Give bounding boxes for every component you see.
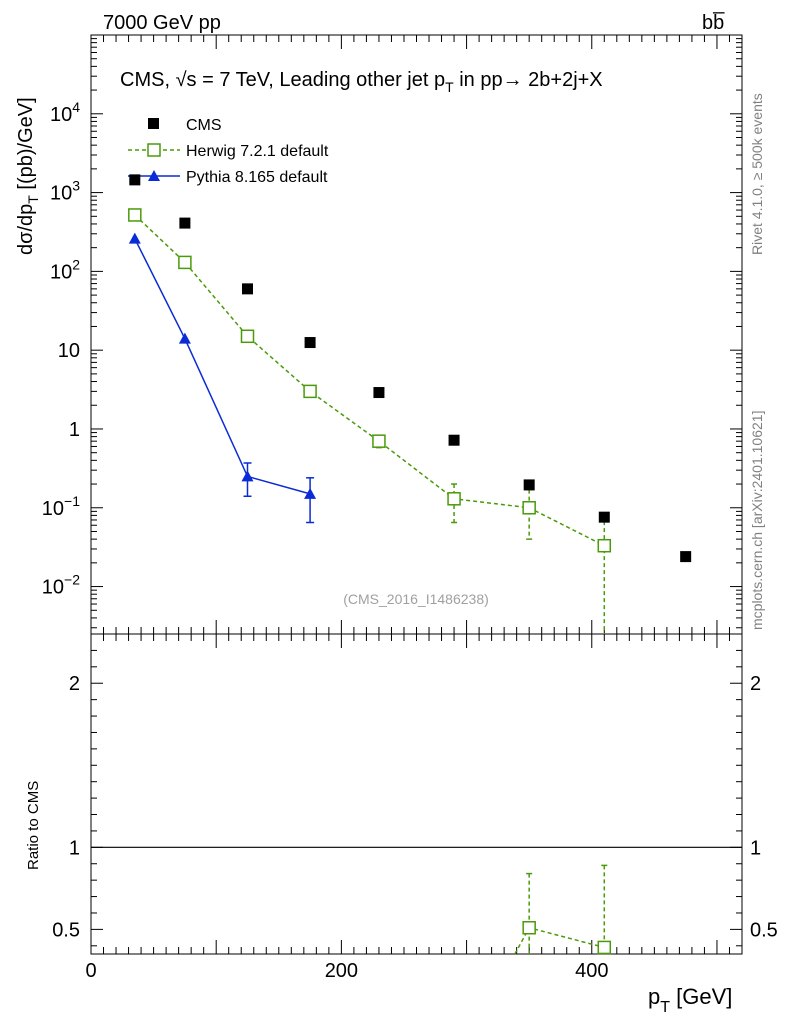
- ratio-y-label: Ratio to CMS: [25, 781, 42, 870]
- legend-pythia-label: Pythia 8.165 default: [186, 169, 328, 186]
- herwig-point: [128, 208, 142, 222]
- main-y-tick-label: 102: [50, 256, 80, 283]
- cms-point: [373, 387, 385, 399]
- cms-point: [241, 283, 253, 295]
- x-axis-label: pT [GeV]: [648, 984, 732, 1016]
- ratio-y-tick-label-right: 0.5: [750, 919, 778, 941]
- x-tick-label: 0: [85, 960, 96, 982]
- pythia-point: [304, 487, 317, 499]
- legend-herwig-label: Herwig 7.2.1 default: [186, 143, 329, 160]
- ratio-y-tick-label-left: 0.5: [52, 919, 80, 941]
- main-axis-ticks: [90, 34, 743, 634]
- main-y-tick-labels: 10−2 10−1 1 10 102 103 104: [42, 99, 80, 599]
- pythia-point: [128, 232, 141, 244]
- main-y-tick-label: 1: [69, 419, 80, 441]
- ratio-axis-ticks: [90, 633, 743, 954]
- x-tick-labels: 0 200 400: [85, 960, 608, 982]
- legend-cms-label: CMS: [186, 117, 222, 134]
- legend: CMS Herwig 7.2.1 default Pythia 8.165 de…: [128, 117, 329, 186]
- cms-point: [179, 217, 191, 229]
- cms-point: [523, 479, 535, 491]
- cms-point: [304, 337, 316, 349]
- x-tick-label: 400: [575, 960, 608, 982]
- main-y-label: dσ/dpT [(pb)/GeV]: [15, 97, 41, 255]
- cms-point: [598, 511, 610, 523]
- ratio-y-tick-label-left: 2: [69, 673, 80, 695]
- pythia-point: [241, 470, 254, 482]
- herwig-line: [134, 214, 605, 547]
- main-y-tick-label: 103: [50, 178, 80, 205]
- cms-point: [680, 551, 692, 563]
- pythia-point: [178, 332, 191, 344]
- main-y-tick-label: 10−2: [42, 572, 80, 599]
- herwig-point: [447, 492, 461, 506]
- herwig-point: [240, 329, 255, 344]
- legend-pythia-marker: [148, 170, 160, 181]
- plot-title: CMS, √s = 7 TeV, Leading other jet pT in…: [120, 69, 603, 95]
- ratio-series-group: [91, 846, 742, 955]
- herwig-point: [372, 434, 386, 448]
- cms-point: [129, 174, 141, 186]
- legend-herwig-marker: [147, 143, 161, 157]
- herwig-point: [522, 501, 536, 515]
- ratio-herwig-point: [522, 920, 536, 935]
- cms-point: [448, 434, 460, 446]
- main-series-group: [128, 174, 692, 634]
- ratio-y-tick-label-right: 2: [750, 673, 761, 695]
- process-label: bb̅: [702, 11, 725, 34]
- ratio-panel-frame: [90, 633, 743, 955]
- main-y-tick-label: 104: [50, 99, 80, 126]
- ratio-herwig-point: [597, 940, 612, 955]
- herwig-point: [303, 384, 317, 399]
- energy-label: 7000 GeV pp: [103, 12, 221, 34]
- ratio-y-tick-label-left: 1: [69, 837, 80, 859]
- x-tick-label: 200: [325, 960, 358, 982]
- pythia-line: [134, 238, 311, 495]
- herwig-point: [178, 255, 192, 270]
- herwig-point: [597, 538, 612, 553]
- rivet-label: Rivet 4.1.0, ≥ 500k events: [749, 93, 765, 255]
- ratio-y-tick-labels: 0.5 0.5 1 1 2 2: [52, 673, 778, 941]
- ratio-y-tick-label-right: 1: [750, 837, 761, 859]
- legend-cms-marker: [148, 118, 159, 129]
- mcplots-label: mcplots.cern.ch [arXiv:2401.10621]: [749, 411, 765, 630]
- main-y-tick-label: 10: [58, 340, 80, 362]
- analysis-watermark: (CMS_2016_I1486238): [343, 591, 489, 607]
- main-y-tick-label: 10−1: [42, 493, 80, 520]
